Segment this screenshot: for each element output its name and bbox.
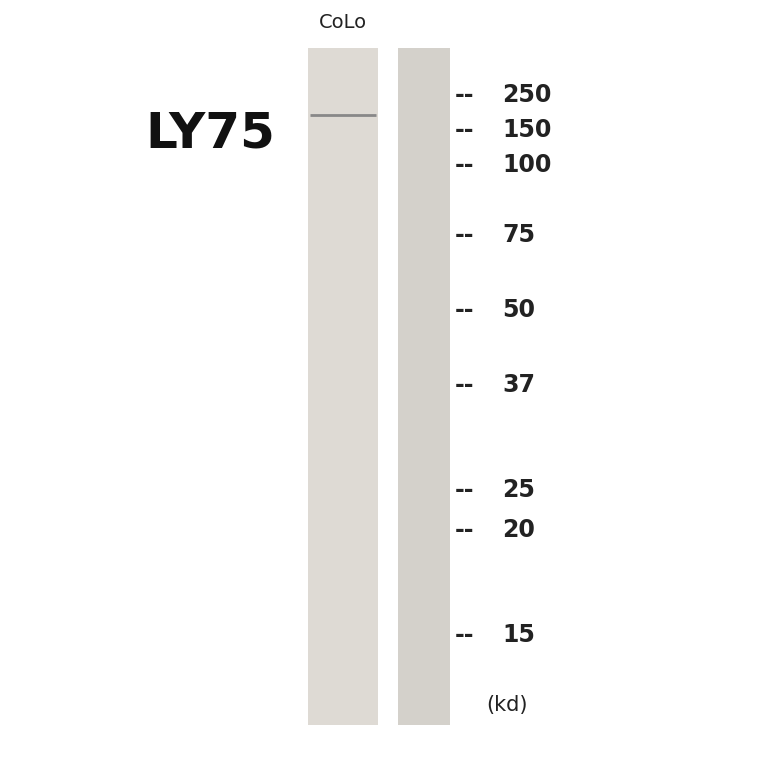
- Text: --: --: [455, 373, 474, 397]
- Text: 50: 50: [502, 298, 535, 322]
- Bar: [398, 48, 450, 725]
- Text: 25: 25: [502, 478, 535, 502]
- Text: CoLo: CoLo: [319, 13, 367, 32]
- Bar: [308, 48, 378, 725]
- Text: --: --: [455, 153, 474, 177]
- Text: 20: 20: [502, 518, 535, 542]
- Text: (kd): (kd): [486, 695, 528, 715]
- Text: --: --: [455, 118, 474, 142]
- Text: LY75: LY75: [145, 109, 275, 157]
- Text: --: --: [455, 518, 474, 542]
- Text: --: --: [455, 223, 474, 247]
- Text: 37: 37: [502, 373, 535, 397]
- Text: --: --: [455, 478, 474, 502]
- Text: 250: 250: [502, 83, 552, 107]
- Text: --: --: [455, 83, 474, 107]
- Text: 100: 100: [502, 153, 552, 177]
- Text: 15: 15: [502, 623, 535, 647]
- Text: --: --: [455, 298, 474, 322]
- Text: --: --: [455, 623, 474, 647]
- Text: 150: 150: [502, 118, 552, 142]
- Text: 75: 75: [502, 223, 535, 247]
